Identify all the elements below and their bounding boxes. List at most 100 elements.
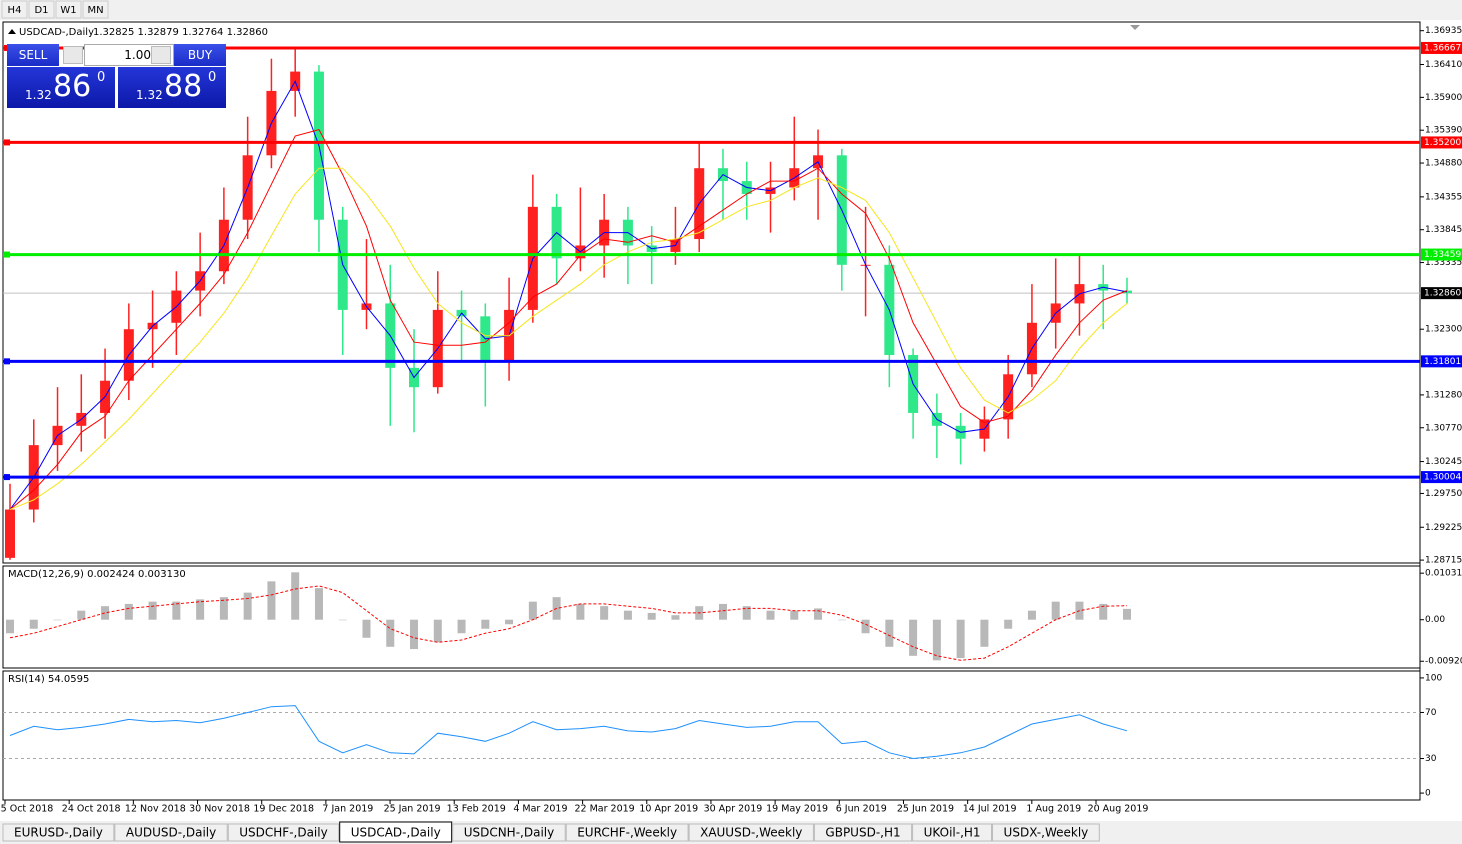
macd-bar: [909, 619, 918, 656]
symbol-tab[interactable]: [114, 823, 228, 842]
buy-button[interactable]: BUY: [174, 44, 226, 66]
timeframe-button[interactable]: [1, 0, 28, 19]
y-tick-label: 0.00: [1425, 615, 1445, 625]
symbol-tab[interactable]: [339, 821, 453, 843]
symbol-tab[interactable]: [813, 823, 913, 842]
symbol-tab-label[interactable]: UKOil-,H1: [924, 826, 981, 840]
level-label-box: [1421, 471, 1462, 484]
level-handle: [4, 474, 10, 481]
level-label: 1.36667: [1424, 43, 1461, 53]
y-tick-label: 1.36410: [1425, 60, 1462, 70]
symbol-tab-label[interactable]: USDCAD-,Daily: [351, 826, 441, 840]
macd-bar: [956, 619, 965, 659]
timeframe-label[interactable]: MN: [87, 5, 103, 16]
macd-bar: [576, 603, 585, 620]
x-tick-label: 30 Apr 2019: [704, 804, 763, 815]
x-tick-label: 25 Jan 2019: [384, 804, 441, 815]
symbol-tab[interactable]: [912, 823, 993, 842]
x-tick-label: 24 Oct 2018: [62, 804, 121, 815]
symbol-tab[interactable]: [227, 823, 340, 842]
x-tick-label: 30 Nov 2018: [189, 804, 250, 815]
macd-bar: [243, 592, 252, 620]
y-tick-label: 1.28715: [1425, 556, 1462, 566]
macd-bar: [814, 608, 823, 620]
macd-bar: [29, 619, 38, 629]
macd-bar: [1027, 610, 1036, 620]
symbol-tab-label[interactable]: AUDUSD-,Daily: [126, 826, 216, 840]
symbol-tab-label[interactable]: EURCHF-,Weekly: [577, 826, 677, 840]
last-price-label: 1.32860: [1424, 289, 1461, 299]
symbol-tab-label[interactable]: USDCHF-,Daily: [239, 826, 327, 840]
level-label-box: [1421, 355, 1462, 368]
macd-bar: [148, 601, 157, 620]
timeframe-label[interactable]: H4: [8, 5, 22, 16]
rsi-title: RSI(14) 54.0595: [8, 674, 89, 685]
bid-pips: 86: [53, 69, 92, 104]
y-tick-label: 30: [1425, 754, 1437, 764]
lot-up[interactable]: [151, 46, 171, 64]
symbol-tab-label[interactable]: USDX-,Weekly: [1004, 826, 1089, 840]
level-label: 1.31801: [1424, 357, 1461, 367]
macd-bar: [1004, 619, 1013, 629]
level-handle: [4, 358, 10, 365]
moving-average: [9, 167, 1128, 510]
symbol-tab-label[interactable]: GBPUSD-,H1: [825, 826, 900, 840]
macd-bar: [885, 619, 894, 647]
macd-bar: [291, 572, 300, 620]
x-tick-label: 1 Aug 2019: [1026, 804, 1081, 815]
level-label-box: [1421, 41, 1462, 54]
sell-button[interactable]: SELL: [7, 44, 59, 66]
macd-bar: [718, 603, 727, 620]
macd-bar: [6, 619, 14, 634]
symbol-tab[interactable]: [452, 823, 566, 842]
x-tick-label: 14 Jul 2019: [963, 804, 1017, 815]
level-label: 1.30004: [1424, 473, 1461, 483]
x-tick-label: 6 Jun 2019: [836, 804, 887, 815]
rsi-line: [9, 705, 1128, 760]
level-handle: [4, 251, 10, 258]
y-tick-label: 1.35900: [1425, 93, 1462, 103]
y-tick-label: 1.30770: [1425, 423, 1462, 433]
symbol-tab-label[interactable]: EURUSD-,Daily: [14, 826, 103, 840]
macd-bar: [1123, 608, 1131, 620]
x-tick-label: 4 Mar 2019: [513, 804, 567, 815]
one-click-trading: SELL 1.00 BUY 1.32 86 0 1.32 88 0: [7, 44, 226, 108]
x-tick-label: 19 May 2019: [766, 804, 828, 815]
macd-bar: [338, 619, 347, 621]
y-tick-label: 70: [1425, 708, 1437, 718]
symbol-tab[interactable]: [992, 823, 1100, 842]
symbol-tab[interactable]: [2, 823, 115, 842]
x-tick-label: 12 Nov 2018: [125, 804, 186, 815]
level-label: 1.33459: [1424, 250, 1461, 260]
timeframe-button[interactable]: [55, 0, 82, 19]
timeframe-button[interactable]: [82, 0, 109, 19]
x-tick-label: 7 Jan 2019: [322, 804, 373, 815]
symbol-tab-label[interactable]: USDCNH-,Daily: [464, 826, 555, 840]
macd-bar: [267, 581, 276, 620]
symbol-tab-label[interactable]: XAUUSD-,Weekly: [700, 826, 802, 840]
timeframe-button[interactable]: [28, 0, 55, 19]
bid-big-figure: 1.32: [25, 88, 52, 102]
y-tick-label: 100: [1425, 673, 1442, 683]
ask-quote[interactable]: 1.32 88 0: [118, 67, 226, 108]
symbol-tab[interactable]: [688, 823, 814, 842]
shift-marker: [1130, 25, 1140, 30]
macd-bar: [1099, 603, 1108, 620]
level-handle: [4, 139, 10, 146]
lot-down[interactable]: [63, 46, 83, 64]
y-tick-label: 0: [1425, 789, 1431, 799]
timeframe-label[interactable]: W1: [60, 5, 76, 16]
bid-point: 0: [97, 70, 106, 85]
x-tick-label: 22 Mar 2019: [574, 804, 634, 815]
macd-bar: [528, 601, 537, 620]
x-tick-label: 25 Jun 2019: [897, 804, 954, 815]
ask-pips: 88: [164, 69, 203, 104]
symbol-tab[interactable]: [565, 823, 689, 842]
bid-quote[interactable]: 1.32 86 0: [7, 67, 115, 108]
y-tick-label: 0.010311: [1425, 569, 1462, 579]
macd-bar: [77, 610, 86, 620]
chart-quote: 1.32825 1.32879 1.32764 1.32860: [93, 27, 268, 38]
timeframe-label[interactable]: D1: [34, 5, 48, 16]
x-tick-label: 20 Aug 2019: [1088, 804, 1149, 815]
